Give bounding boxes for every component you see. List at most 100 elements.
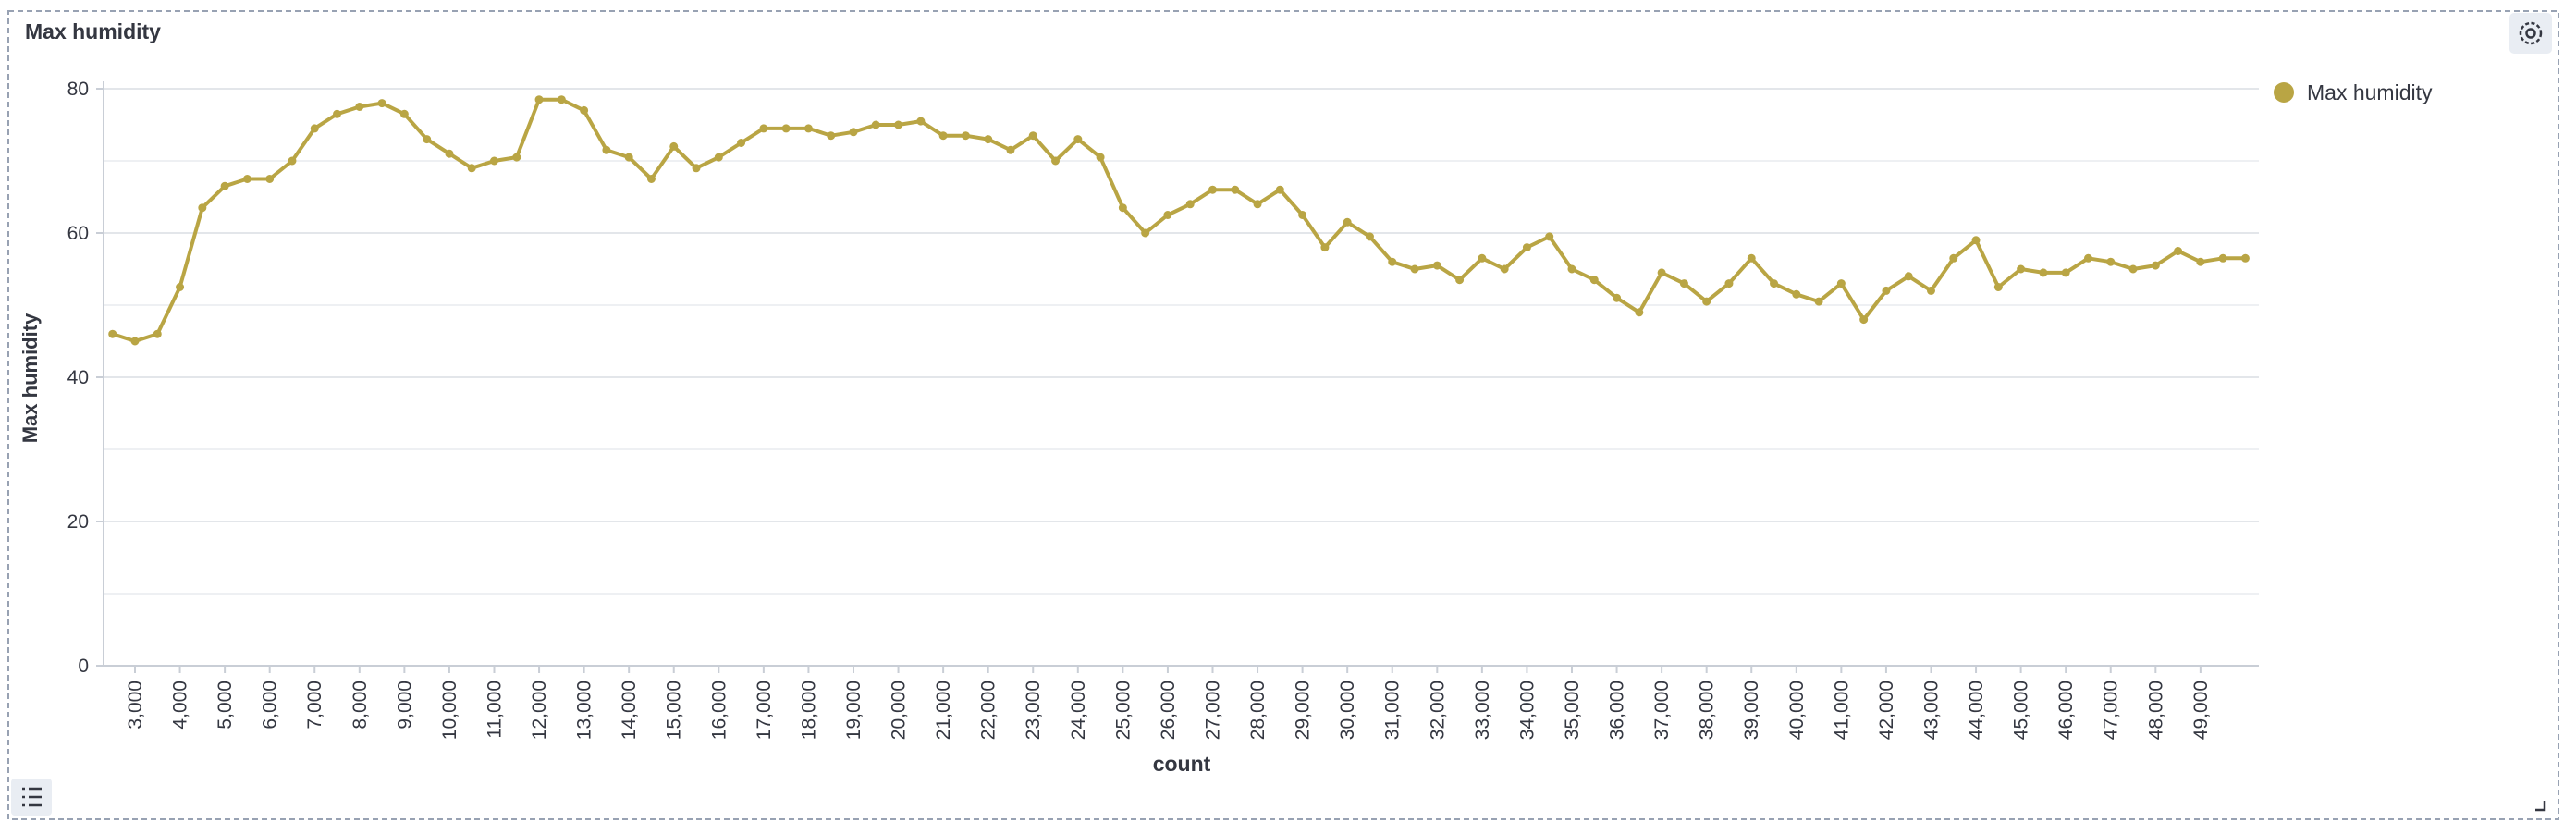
x-tick-label: 42,000 — [1876, 681, 1897, 740]
data-point — [1410, 264, 1419, 274]
data-point — [1118, 203, 1127, 213]
data-point — [1455, 276, 1465, 285]
legend-toggle-icon[interactable] — [22, 787, 42, 807]
x-tick-label: 32,000 — [1427, 681, 1448, 740]
x-axis-title: count — [1153, 752, 1211, 776]
x-tick-label: 44,000 — [1966, 681, 1987, 740]
data-point — [1500, 264, 1509, 274]
x-tick-label: 24,000 — [1068, 681, 1089, 740]
data-point — [176, 283, 185, 291]
data-point — [1096, 153, 1105, 162]
x-tick-label: 36,000 — [1607, 681, 1628, 740]
data-point — [2196, 257, 2205, 266]
data-point — [1635, 308, 1644, 317]
x-tick-label: 25,000 — [1112, 681, 1134, 740]
x-tick-label: 13,000 — [574, 681, 595, 740]
x-tick-label: 5,000 — [215, 681, 236, 730]
x-tick-label: 40,000 — [1786, 681, 1808, 740]
data-point — [849, 128, 858, 137]
data-point — [961, 131, 970, 141]
data-point — [803, 124, 813, 133]
data-point — [1567, 264, 1576, 274]
x-tick-label: 41,000 — [1831, 681, 1852, 740]
x-tick-label: 45,000 — [2011, 681, 2032, 740]
x-tick-label: 20,000 — [889, 681, 910, 740]
data-point — [1478, 253, 1487, 263]
data-point — [1613, 293, 1622, 302]
x-tick-label: 35,000 — [1562, 681, 1583, 740]
x-tick-label: 7,000 — [304, 681, 325, 730]
data-point — [310, 124, 319, 133]
resize-handle[interactable] — [2535, 801, 2546, 812]
x-tick-label: 9,000 — [394, 681, 415, 730]
x-tick-label: 12,000 — [529, 681, 550, 740]
data-point — [2017, 264, 2026, 274]
x-tick-label: 17,000 — [754, 681, 775, 740]
data-point — [714, 153, 723, 162]
data-point — [1028, 131, 1037, 141]
data-point — [1926, 286, 1935, 295]
data-point — [759, 124, 768, 133]
x-tick-label: 27,000 — [1202, 681, 1223, 740]
x-tick-label: 16,000 — [708, 681, 730, 740]
x-tick-label: 23,000 — [1023, 681, 1044, 740]
y-tick-label: 20 — [67, 511, 89, 533]
settings-bg[interactable] — [2509, 13, 2552, 54]
x-tick-label: 38,000 — [1697, 681, 1718, 740]
data-point — [916, 117, 926, 126]
data-point — [1051, 156, 1061, 166]
x-tick-label: 14,000 — [619, 681, 640, 740]
data-point — [467, 164, 476, 173]
data-point — [1657, 268, 1666, 277]
data-point — [1432, 261, 1441, 270]
data-point — [1545, 232, 1554, 241]
panel-border — [7, 10, 2559, 820]
data-point — [423, 135, 432, 144]
data-point — [1724, 279, 1734, 288]
x-tick-label: 4,000 — [170, 681, 191, 730]
data-point — [2039, 268, 2048, 277]
settings-hub[interactable] — [2525, 28, 2536, 39]
data-point — [1859, 315, 1869, 325]
data-point — [2174, 247, 2183, 255]
x-tick-label: 3,000 — [125, 681, 146, 730]
settings-button[interactable] — [2509, 13, 2552, 54]
legend-toggle[interactable] — [11, 779, 52, 816]
data-point — [2128, 264, 2138, 274]
x-tick-label: 48,000 — [2145, 681, 2166, 740]
data-point — [1185, 200, 1195, 209]
x-tick-label: 26,000 — [1158, 681, 1179, 740]
data-point — [1882, 286, 1891, 295]
x-tick-label: 30,000 — [1337, 681, 1358, 740]
data-point — [984, 135, 993, 144]
data-point — [512, 153, 521, 162]
data-point — [108, 329, 117, 338]
y-tick-label: 60 — [67, 223, 89, 244]
settings-gear[interactable] — [2519, 21, 2543, 45]
x-tick-label: 15,000 — [664, 681, 685, 740]
data-point — [1073, 135, 1083, 144]
data-point — [489, 156, 498, 166]
y-tick-label: 80 — [67, 79, 89, 100]
data-point — [894, 120, 903, 129]
data-point — [580, 105, 589, 115]
data-point — [1388, 257, 1397, 266]
x-tick-label: 39,000 — [1741, 681, 1762, 740]
data-point — [2151, 261, 2160, 270]
data-point — [1993, 283, 2003, 291]
data-point — [1814, 297, 1823, 306]
data-point — [1141, 228, 1150, 238]
data-point — [1253, 200, 1262, 209]
x-tick-label: 22,000 — [978, 681, 1000, 740]
x-tick-label: 43,000 — [1920, 681, 1942, 740]
x-tick-label: 31,000 — [1382, 681, 1404, 740]
data-point — [1971, 236, 1981, 245]
data-point — [1231, 185, 1240, 194]
x-tick-label: 37,000 — [1651, 681, 1673, 740]
chart-title: Max humidity — [25, 19, 161, 43]
data-point — [1320, 243, 1330, 252]
data-point — [1522, 243, 1531, 252]
data-point — [1949, 253, 1958, 263]
